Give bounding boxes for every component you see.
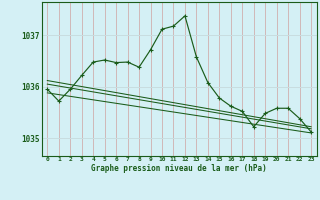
X-axis label: Graphe pression niveau de la mer (hPa): Graphe pression niveau de la mer (hPa) bbox=[91, 164, 267, 173]
